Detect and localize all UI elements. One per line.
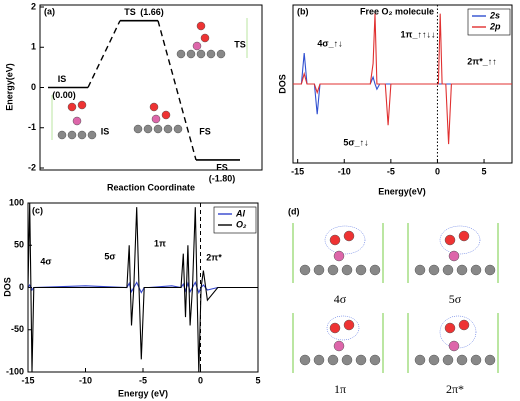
- connector: [87, 20, 121, 88]
- y-axis-label: DOS: [2, 277, 12, 297]
- y-tick-label: -100: [6, 366, 24, 376]
- y-tick-label: 2: [31, 1, 36, 11]
- y-tick-label: 50: [14, 240, 24, 250]
- structure: [407, 313, 499, 373]
- level-label: IS: [58, 74, 67, 84]
- y-tick-label: -50: [11, 324, 24, 334]
- value-label: (0.00): [52, 90, 76, 100]
- x-tick-label: 5: [482, 166, 487, 176]
- caption: 5σ: [449, 292, 462, 306]
- x-axis-label: Energy (eV): [118, 388, 168, 398]
- panel-label: (d): [288, 206, 300, 216]
- inset-label: IS: [101, 126, 110, 136]
- y-axis-label: Energy(eV): [4, 63, 14, 111]
- x-tick-label: -15: [21, 375, 34, 385]
- annotation: 2π*: [206, 252, 222, 262]
- x-tick-label: 5: [255, 375, 260, 385]
- structure: [292, 313, 384, 373]
- legend-label: 2p: [489, 21, 501, 31]
- annotation: 4σ_↑↓: [317, 38, 342, 48]
- panel-a-images: [51, 18, 248, 140]
- x-tick-label: -10: [338, 166, 351, 176]
- connector: [157, 20, 197, 161]
- x-tick-label: 0: [198, 375, 203, 385]
- annotation: 1π_↑↑↓↓: [401, 29, 436, 39]
- y-tick-label: 0: [31, 82, 36, 92]
- annotation: 5σ: [104, 251, 115, 261]
- series-line: [27, 281, 258, 295]
- annotation: 2π*_↑↑: [467, 56, 496, 66]
- y-tick-label: -2: [28, 162, 36, 172]
- annotation: 5σ_↑↓: [343, 137, 368, 147]
- legend-label: 2s: [489, 10, 500, 20]
- x-axis-label: Energy(eV): [378, 186, 426, 196]
- annotation: 1π: [154, 238, 166, 248]
- y-tick-label: -1: [28, 122, 36, 132]
- legend-box: [467, 8, 511, 36]
- structure: [292, 223, 384, 283]
- structure: [407, 223, 499, 283]
- y-tick-label: 100: [9, 197, 24, 207]
- x-tick-label: -5: [139, 375, 147, 385]
- x-tick-label: 0: [435, 166, 440, 176]
- level-label: TS: [124, 7, 136, 17]
- panel-label: (a): [44, 6, 55, 16]
- panel-label: (b): [297, 6, 309, 16]
- value-label: (1.66): [140, 7, 164, 17]
- legend-box: [213, 206, 257, 234]
- caption: 1π: [334, 382, 346, 396]
- series-line: [293, 13, 512, 145]
- inset-label: TS: [234, 39, 246, 49]
- y-tick-label: 1: [31, 42, 36, 52]
- panel-label: (c): [32, 205, 43, 215]
- y-tick-label: 0: [19, 282, 24, 292]
- caption: 2π*: [446, 382, 464, 396]
- value-label: (-1.80): [209, 173, 236, 183]
- y-axis-label: DOS: [277, 74, 287, 94]
- x-tick-label: -5: [387, 166, 395, 176]
- chart-title: Free O₂ molecule: [360, 6, 434, 16]
- series-line: [27, 202, 258, 373]
- legend-label: O₂: [236, 219, 247, 229]
- annotation: 4σ: [40, 256, 51, 266]
- x-tick-label: -15: [291, 166, 304, 176]
- panel-d-images: [292, 223, 499, 373]
- x-axis-label: Reaction Coordinate: [107, 182, 195, 192]
- inset-label: FS: [199, 126, 211, 136]
- x-tick-label: -10: [79, 375, 92, 385]
- legend-label: Al: [235, 208, 245, 218]
- caption: 4σ: [334, 292, 347, 306]
- level-label: FS: [216, 162, 228, 172]
